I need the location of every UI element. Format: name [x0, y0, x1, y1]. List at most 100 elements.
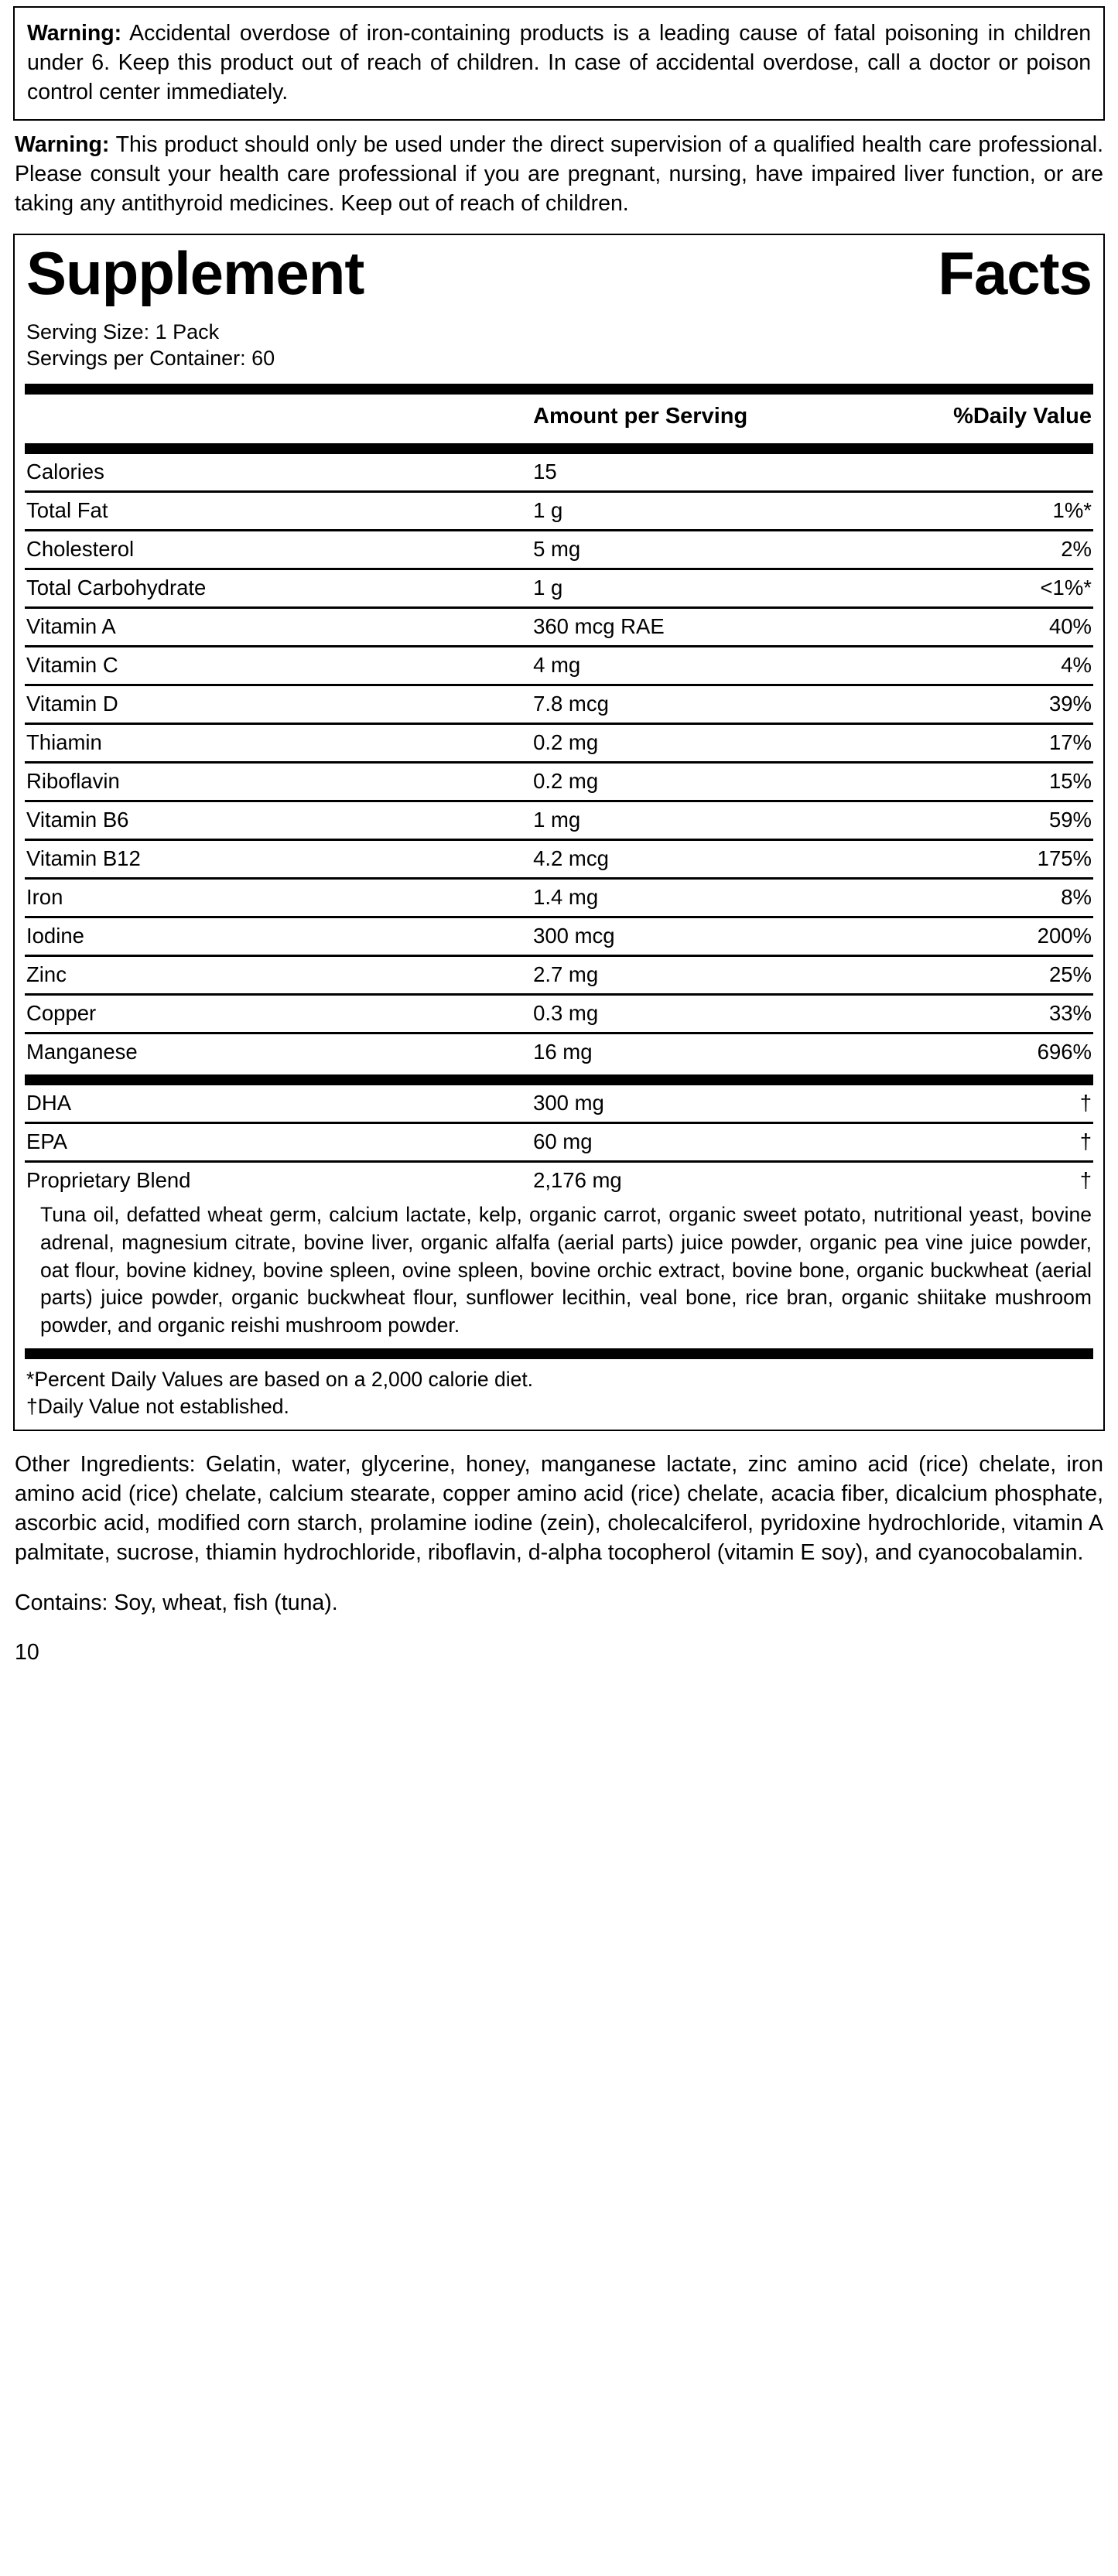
title-facts: Facts [938, 239, 1092, 308]
nutrient-name: Vitamin C [25, 645, 528, 685]
nutrient-amount: 15 [533, 460, 557, 484]
nutrient-name: Zinc [25, 955, 528, 995]
nutrition-rows-table: Calories 15 Total Fat 1 g 1%* Cholesterol 5 mg… [25, 454, 1093, 1071]
rule-below-header [25, 443, 1093, 455]
nutrient-daily-value: 696% [847, 1032, 1093, 1071]
fatty-acid-rows-table: DHA 300 mg † EPA 60 mg † [25, 1085, 1093, 1161]
nutrient-amount: 5 mg [527, 529, 848, 569]
nutrient-amount: 0.3 mg [527, 993, 848, 1033]
nutrient-amount: 1 g [527, 490, 848, 531]
nutrient-name: Vitamin A [25, 606, 528, 647]
nutrient-daily-value: 17% [847, 723, 1093, 763]
table-row: Total Carbohydrate 1 g <1%* [25, 568, 1093, 608]
page-number: 10 [15, 1640, 39, 1666]
header-amount-per-serving: Amount per Serving [533, 404, 748, 429]
table-row: Vitamin B6 1 mg 59% [25, 800, 1093, 840]
table-row: Total Fat 1 g 1%* [25, 490, 1093, 531]
nutrient-daily-value: † [1079, 1091, 1092, 1115]
fatty-acid-rows-body: DHA 300 mg † EPA 60 mg † [25, 1085, 1093, 1161]
nutrient-amount: 7.8 mcg [527, 684, 848, 724]
header-nutrient [25, 395, 527, 439]
warning-iron-label: Warning: [27, 21, 122, 46]
nutrient-name: EPA [25, 1122, 528, 1161]
nutrient-amount: 1.4 mg [527, 877, 848, 917]
table-row: Calories 15 [25, 454, 1093, 492]
table-row: Riboflavin 0.2 mg 15% [25, 761, 1093, 801]
table-row: DHA 300 mg † [25, 1085, 1093, 1123]
nutrient-amount: 60 mg [527, 1122, 848, 1161]
table-row: Vitamin D 7.8 mcg 39% [25, 684, 1093, 724]
nutrient-daily-value: 25% [847, 955, 1093, 995]
serving-info: Serving Size: 1 Pack Servings per Contai… [25, 305, 1093, 372]
nutrient-name: Cholesterol [25, 529, 528, 569]
table-row: Copper 0.3 mg 33% [25, 993, 1093, 1033]
nutrient-daily-value [847, 454, 1093, 492]
contains-allergens-text: Contains: Soy, wheat, fish (tuna). [15, 1590, 338, 1616]
nutrient-daily-value: † [847, 1122, 1093, 1161]
nutrient-name: Vitamin B6 [25, 800, 528, 840]
nutrient-daily-value: 1%* [847, 490, 1093, 531]
footnote-dagger: †Daily Value not established. [26, 1394, 289, 1418]
nutrient-amount: 360 mcg RAE [527, 606, 848, 647]
footnotes: *Percent Daily Values are based on a 2,0… [25, 1359, 1093, 1422]
nutrient-name: Total Fat [25, 490, 528, 531]
nutrient-name: DHA [26, 1091, 72, 1115]
nutrient-name: Vitamin B12 [25, 839, 528, 879]
title-supplement: Supplement [26, 239, 364, 308]
warning-supervision-body: This product should only be used under t… [15, 132, 1103, 217]
nutrient-daily-value: 175% [847, 839, 1093, 879]
nutrient-name: Manganese [25, 1032, 528, 1071]
header-daily-value: %Daily Value [953, 404, 1092, 429]
nutrient-daily-value: 33% [847, 993, 1093, 1033]
footnote-percent-dv: *Percent Daily Values are based on a 2,0… [26, 1367, 534, 1391]
table-row: Vitamin A 360 mcg RAE 40% [25, 606, 1093, 647]
table-row: Cholesterol 5 mg 2% [25, 529, 1093, 569]
nutrient-name: Total Carbohydrate [25, 568, 528, 608]
nutrient-daily-value: 200% [847, 916, 1093, 956]
nutrient-name: Iodine [25, 916, 528, 956]
servings-per-container: Servings per Container: 60 [26, 347, 275, 371]
table-row: EPA 60 mg † [25, 1122, 1093, 1161]
table-row: Manganese 16 mg 696% [25, 1032, 1093, 1071]
supplement-facts-panel: Supplement Facts Serving Size: 1 Pack Se… [13, 234, 1105, 1432]
warning-iron-body: Accidental overdose of iron-containing p… [27, 21, 1091, 105]
nutrient-daily-value: 15% [847, 761, 1093, 801]
nutrient-amount: 1 g [527, 568, 848, 608]
table-header-row: Amount per Serving %Daily Value [25, 395, 1093, 439]
nutrition-header-table: Amount per Serving %Daily Value [25, 395, 1093, 439]
nutrient-amount: 0.2 mg [527, 723, 848, 763]
rule-above-footnotes [25, 1348, 1093, 1359]
other-ingredients-text: Other Ingredients: Gelatin, water, glyce… [15, 1452, 1103, 1566]
nutrient-daily-value: 4% [847, 645, 1093, 685]
supplement-facts-title: Supplement Facts [25, 240, 1093, 305]
nutrient-daily-value: 39% [847, 684, 1093, 724]
nutrient-daily-value: 2% [847, 529, 1093, 569]
supplement-label-page: Warning: Accidental overdose of iron-con… [0, 6, 1118, 2576]
nutrient-name: Iron [25, 877, 528, 917]
proprietary-blend-table: Proprietary Blend 2,176 mg † [25, 1160, 1093, 1200]
table-row: Vitamin B12 4.2 mcg 175% [25, 839, 1093, 879]
nutrient-name: Thiamin [25, 723, 528, 763]
nutrient-daily-value: <1%* [847, 568, 1093, 608]
nutrient-amount: 300 mg [533, 1091, 604, 1115]
nutrient-daily-value: 40% [847, 606, 1093, 647]
nutrient-name: Calories [26, 460, 104, 484]
serving-size: Serving Size: 1 Pack [26, 319, 220, 343]
nutrient-name: Copper [25, 993, 528, 1033]
nutrient-amount: 0.2 mg [527, 761, 848, 801]
nutrient-amount: 16 mg [527, 1032, 848, 1071]
warning-supervision-text: Warning: This product should only be use… [13, 121, 1105, 221]
nutrient-amount: 4.2 mcg [527, 839, 848, 879]
nutrient-name: Vitamin D [25, 684, 528, 724]
nutrient-amount: 300 mcg [527, 916, 848, 956]
table-row-proprietary-blend: Proprietary Blend 2,176 mg † [25, 1160, 1093, 1200]
nutrition-rows-body: Calories 15 Total Fat 1 g 1%* Cholesterol 5 mg… [25, 454, 1093, 1071]
blend-name: Proprietary Blend [25, 1160, 528, 1200]
blend-daily-value: † [847, 1160, 1093, 1200]
table-row: Iodine 300 mcg 200% [25, 916, 1093, 956]
table-row: Iron 1.4 mg 8% [25, 877, 1093, 917]
blend-ingredient-list: Tuna oil, defatted wheat germ, calcium l… [40, 1203, 1092, 1337]
warning-box-iron: Warning: Accidental overdose of iron-con… [13, 6, 1105, 121]
table-row: Thiamin 0.2 mg 17% [25, 723, 1093, 763]
